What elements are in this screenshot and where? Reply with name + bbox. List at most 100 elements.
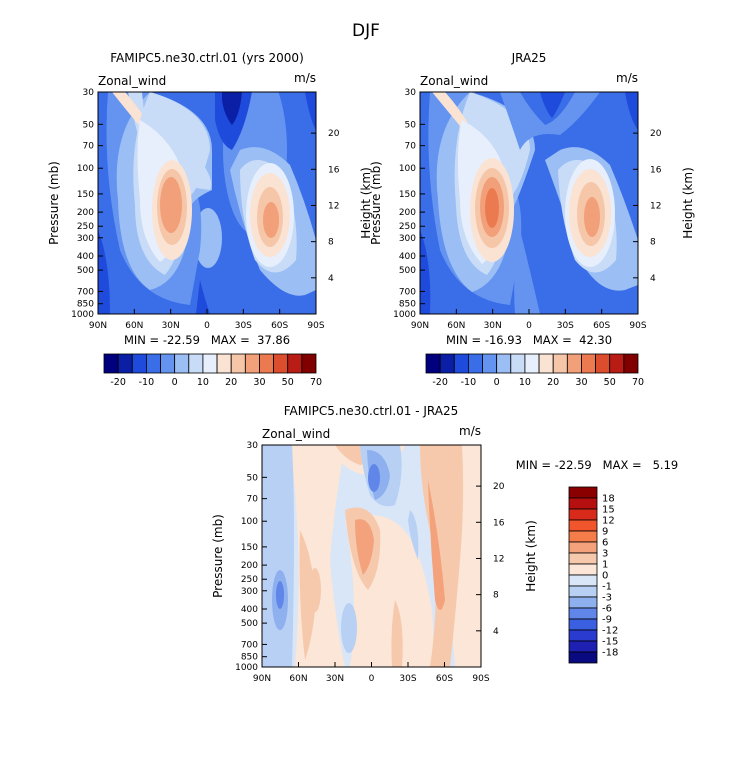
height-tick-label: 8 — [328, 238, 334, 248]
colorbar-label: 9 — [602, 527, 608, 538]
colorbar-swatch — [581, 353, 597, 374]
y-tick-label: 30 — [405, 88, 417, 98]
x-tick-label: 90N — [253, 674, 271, 684]
panel-title: JRA25 — [511, 51, 547, 65]
colorbar-label: 50 — [604, 377, 616, 388]
y-tick-label: 150 — [399, 190, 416, 200]
colorbar-swatch — [566, 353, 582, 374]
min-max-label: MIN = -22.59 MAX = 37.86 — [124, 333, 290, 347]
height-tick-label: 8 — [650, 238, 656, 248]
colorbar-swatch — [623, 353, 639, 374]
colorbar-label: -10 — [139, 377, 155, 388]
min-max-label: MIN = -16.93 MAX = 42.30 — [446, 333, 612, 347]
y-tick-label: 500 — [77, 266, 94, 276]
colorbar-swatch — [425, 353, 441, 374]
colorbar-swatch — [568, 574, 598, 587]
y-axis-label: Pressure (mb) — [369, 161, 383, 245]
height-tick-label: 4 — [328, 274, 334, 284]
x-tick-label: 60S — [436, 674, 453, 684]
y-tick-label: 300 — [399, 234, 416, 244]
height-tick-label: 16 — [493, 518, 505, 528]
height-tick-label: 8 — [493, 591, 499, 601]
colorbar-swatch — [568, 552, 598, 565]
colorbar-label: 20 — [225, 377, 237, 388]
colorbar-label: 20 — [547, 377, 559, 388]
y-tick-label: 70 — [83, 142, 95, 152]
panel-title: FAMIPC5.ne30.ctrl.01 (yrs 2000) — [110, 51, 304, 65]
height-tick-label: 20 — [328, 129, 340, 139]
x-tick-label: 30S — [235, 321, 252, 331]
y-tick-label: 30 — [83, 88, 95, 98]
colorbar-swatch — [103, 353, 119, 374]
colorbar-swatch — [552, 353, 568, 374]
y-tick-label: 700 — [399, 287, 416, 297]
colorbar-label: -1 — [602, 582, 612, 593]
y-tick-label: 200 — [399, 208, 416, 218]
colorbar-swatch — [568, 585, 598, 598]
height-tick-label: 12 — [493, 554, 504, 564]
colorbar-label: 0 — [602, 571, 608, 582]
colorbar-swatch — [145, 353, 161, 374]
x-tick-label: 0 — [204, 321, 210, 331]
y-tick-label: 300 — [241, 587, 258, 597]
colorbar-label: 0 — [172, 377, 178, 388]
colorbar-swatch — [568, 497, 598, 510]
contour-field — [420, 92, 638, 314]
colorbar-swatch — [568, 651, 598, 664]
colorbar-label: -6 — [602, 604, 612, 615]
colorbar-swatch — [482, 353, 498, 374]
colorbar-label: -20 — [110, 377, 126, 388]
x-tick-label: 60N — [447, 321, 465, 331]
height-tick-label: 12 — [328, 201, 339, 211]
y-tick-label: 700 — [77, 287, 94, 297]
colorbar-label: 18 — [602, 494, 615, 505]
x-tick-label: 90N — [89, 321, 107, 331]
colorbar-swatch — [609, 353, 625, 374]
colorbar-swatch — [188, 353, 204, 374]
x-tick-label: 60S — [593, 321, 610, 331]
height-tick-label: 16 — [650, 165, 662, 175]
colorbar-swatch — [174, 353, 190, 374]
x-tick-label: 60N — [125, 321, 143, 331]
panel-model: FAMIPC5.ne30.ctrl.01 (yrs 2000) Zonal_wi… — [47, 51, 373, 388]
colorbar-swatch — [301, 353, 317, 374]
y-tick-label: 50 — [247, 473, 259, 483]
colorbar-label: 30 — [253, 377, 265, 388]
colorbar-swatch — [568, 530, 598, 543]
y-tick-label: 1000 — [393, 310, 416, 320]
y-tick-label: 500 — [399, 266, 416, 276]
colorbar-label: 6 — [602, 538, 608, 549]
variable-label: Zonal_wind — [98, 74, 166, 88]
colorbar: -20 -10 0 10 20 30 50 70 — [425, 353, 644, 388]
y-tick-label: 300 — [77, 234, 94, 244]
x-tick-label: 90S — [472, 674, 489, 684]
y-tick-label: 1000 — [235, 663, 258, 673]
min-max-label: MIN = -22.59 MAX = 5.19 — [516, 458, 678, 472]
y-axis-label: Pressure (mb) — [211, 514, 225, 598]
colorbar-label: -12 — [602, 626, 618, 637]
colorbar-label: -10 — [461, 377, 477, 388]
y-axis-right-label: Height (km) — [524, 520, 538, 591]
colorbar-label: 10 — [519, 377, 531, 388]
units-label: m/s — [294, 71, 316, 85]
y-tick-label: 200 — [241, 561, 258, 571]
colorbar-swatch — [524, 353, 540, 374]
colorbar: -20 -10 0 10 20 30 50 70 — [103, 353, 322, 388]
y-tick-label: 850 — [399, 300, 416, 310]
colorbar-label: 10 — [197, 377, 209, 388]
panel-difference: FAMIPC5.ne30.ctrl.01 - JRA25 Zonal_wind … — [211, 404, 678, 684]
colorbar-swatch — [467, 353, 483, 374]
colorbar-label: 0 — [494, 377, 500, 388]
contour-field — [98, 92, 316, 314]
colorbar-swatch — [568, 563, 598, 576]
x-tick-label: 0 — [526, 321, 532, 331]
figure-title: DJF — [352, 21, 380, 41]
y-tick-label: 70 — [405, 142, 417, 152]
colorbar-label: 70 — [632, 377, 644, 388]
height-tick-label: 20 — [493, 482, 505, 492]
colorbar-swatch — [230, 353, 246, 374]
colorbar-swatch — [568, 541, 598, 554]
height-tick-label: 16 — [328, 165, 340, 175]
